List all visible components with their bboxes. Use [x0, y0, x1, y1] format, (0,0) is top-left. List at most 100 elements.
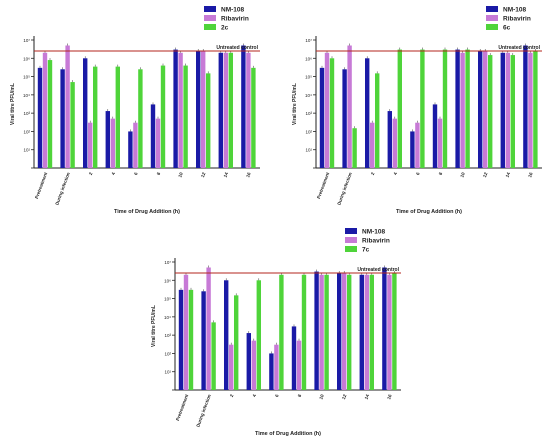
bar-7c-2 [234, 295, 239, 390]
y-tick-label: 10⁵ [164, 297, 171, 302]
bar-7c-0 [188, 289, 194, 390]
x-tick-label: 4 [110, 171, 116, 176]
y-tick-label: 10⁵ [23, 75, 30, 80]
legend-label-6c: 6c [503, 25, 511, 32]
bar-6c-7 [488, 55, 493, 168]
bar-7c-3 [256, 280, 261, 390]
bar-ribavirin-8 [223, 52, 228, 168]
bar-ribavirin-3 [110, 118, 115, 168]
chart-panel-7c: 10¹ 10² 10³ 10⁴ 10⁵ 10⁶ 10⁷ Viral titre PFU/mL P… [141, 222, 409, 443]
legend-swatch-7c [345, 246, 357, 252]
legend-swatch-nm-108 [204, 6, 216, 12]
x-tick-label: 16 [386, 393, 393, 400]
bar-2c-7 [206, 73, 211, 168]
y-axis-label: Viral titre PFU/mL [10, 83, 16, 125]
y-tick-label: 10³ [164, 333, 171, 338]
bar-ribavirin-4 [415, 122, 420, 168]
chart-panel-2c: 10¹ 10² 10³ 10⁴ 10⁵ 10⁶ 10⁷ Viral titre PFU/mL P… [0, 0, 268, 222]
bar-6c-6 [465, 49, 470, 168]
legend-label-nm-108: NM-108 [362, 229, 386, 236]
bar-nm-108-6 [455, 49, 460, 168]
bar-ribavirin-8 [364, 274, 369, 390]
bar-nm-108-7 [196, 51, 201, 169]
y-tick-label: 10² [23, 129, 30, 134]
bar-ribavirin-1 [347, 45, 352, 168]
untreated-control-label: Untreated control [357, 267, 399, 273]
y-axis-label: Viral titre PFU/mL [151, 305, 157, 347]
bar-2c-8 [228, 52, 233, 168]
legend-swatch-6c [486, 24, 498, 30]
bar-6c-4 [420, 49, 425, 168]
bar-6c-3 [397, 49, 402, 168]
bar-nm-108-4 [410, 131, 415, 168]
bar-nm-108-1 [342, 69, 347, 168]
bar-7c-7 [347, 274, 352, 390]
x-tick-label: During infection [195, 393, 212, 427]
bar-6c-0 [329, 58, 335, 168]
bar-2c-4 [138, 69, 143, 168]
legend-swatch-ribavirin [345, 237, 357, 243]
bar-7c-9 [392, 273, 397, 390]
bar-ribavirin-0 [183, 274, 189, 390]
bar-2c-0 [47, 60, 53, 168]
bar-ribavirin-2 [370, 122, 375, 168]
legend-label-ribavirin: Ribavirin [221, 16, 249, 23]
x-tick-label: 10 [459, 171, 466, 178]
bar-ribavirin-9 [387, 274, 392, 390]
bar-7c-4 [279, 274, 284, 390]
bar-ribavirin-6 [319, 274, 324, 390]
y-tick-label: 10² [164, 351, 171, 356]
bar-nm-108-1 [201, 291, 206, 390]
bar-2c-5 [160, 65, 166, 168]
bar-nm-108-9 [523, 45, 528, 168]
x-axis-label: Time of Drug Addition (h) [396, 209, 462, 215]
bar-nm-108-3 [387, 111, 392, 168]
bar-nm-108-0 [37, 67, 43, 168]
bar-nm-108-9 [382, 267, 387, 390]
bar-nm-108-3 [105, 111, 110, 168]
x-axis-label: Time of Drug Addition (h) [255, 431, 321, 437]
y-tick-label: 10⁷ [305, 38, 312, 43]
bar-ribavirin-8 [505, 52, 510, 168]
bar-ribavirin-9 [528, 52, 533, 168]
y-axis-label: Viral titre PFU/mL [292, 83, 298, 125]
x-tick-label: 12 [341, 393, 348, 400]
bar-ribavirin-5 [437, 118, 443, 168]
bar-nm-108-0 [178, 289, 184, 390]
bar-6c-1 [352, 128, 357, 168]
bar-nm-108-0 [319, 67, 325, 168]
x-tick-label: 16 [245, 171, 252, 178]
bar-7c-8 [369, 274, 374, 390]
bar-nm-108-8 [218, 52, 223, 168]
bar-2c-3 [115, 66, 120, 168]
bar-6c-9 [533, 51, 538, 169]
bar-ribavirin-3 [251, 340, 256, 390]
bar-nm-108-2 [365, 58, 370, 168]
y-tick-label: 10³ [305, 111, 312, 116]
bar-2c-6 [183, 65, 188, 168]
y-tick-label: 10¹ [23, 148, 30, 153]
x-tick-label: 2 [88, 171, 94, 176]
legend-label-2c: 2c [221, 25, 229, 32]
bar-7c-1 [211, 322, 216, 390]
x-tick-label: 6 [415, 171, 421, 176]
bar-ribavirin-3 [392, 118, 397, 168]
legend-label-ribavirin: Ribavirin [362, 238, 390, 245]
bar-7c-5 [301, 274, 307, 390]
legend-swatch-nm-108 [486, 6, 498, 12]
x-tick-label: 14 [364, 393, 371, 400]
x-tick-label: 8 [297, 393, 303, 398]
y-tick-label: 10² [305, 129, 312, 134]
bar-ribavirin-7 [483, 51, 488, 169]
bar-nm-108-6 [314, 271, 319, 390]
bar-2c-1 [70, 82, 75, 168]
x-tick-label: 6 [274, 393, 280, 398]
y-tick-label: 10⁴ [305, 93, 312, 98]
x-tick-label: 8 [438, 171, 444, 176]
y-tick-label: 10⁶ [23, 56, 30, 61]
bar-ribavirin-6 [178, 52, 183, 168]
chart-7c: 10¹ 10² 10³ 10⁴ 10⁵ 10⁶ 10⁷ Viral titre PFU/mL P… [151, 228, 401, 437]
bar-ribavirin-4 [133, 122, 138, 168]
legend-label-7c: 7c [362, 247, 370, 254]
legend-swatch-ribavirin [486, 15, 498, 21]
